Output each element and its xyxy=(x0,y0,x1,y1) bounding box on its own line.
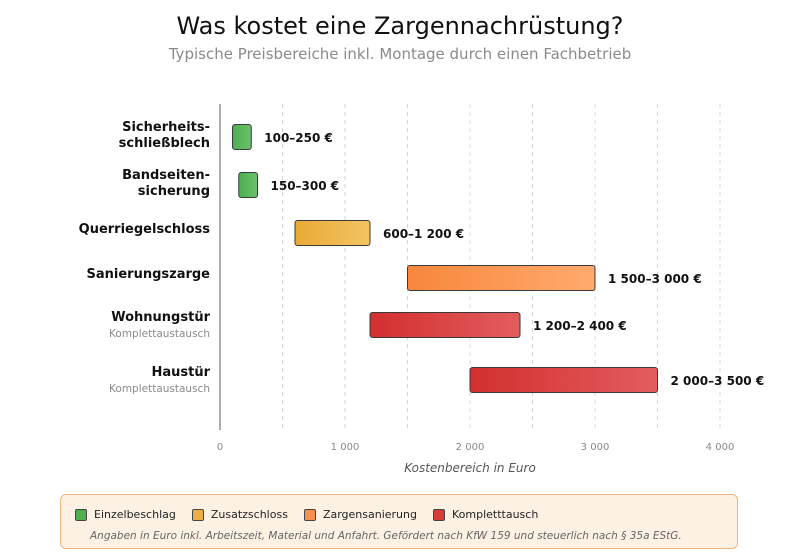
category-label: Sanierungszarge xyxy=(87,267,211,282)
legend-label-einzelbeschlag: Einzelbeschlag xyxy=(94,508,176,521)
bar-value-label: 600–1 200 € xyxy=(383,227,464,241)
range-bar xyxy=(294,220,371,246)
legend-swatch-kompletttausch xyxy=(432,508,445,521)
category-label: schließblech xyxy=(119,136,210,151)
range-bar xyxy=(369,312,521,338)
range-bar xyxy=(232,124,252,150)
x-tick-label: 4 000 xyxy=(706,442,735,453)
category-label: Haustür xyxy=(151,365,210,380)
legend-note: Angaben in Euro inkl. Arbeitszeit, Mater… xyxy=(90,530,682,542)
bar-value-label: 1 200–2 400 € xyxy=(533,319,627,333)
x-tick-label: 2 000 xyxy=(456,442,485,453)
legend-label-kompletttausch: Kompletttausch xyxy=(451,508,539,521)
x-tick-label: 0 xyxy=(217,442,223,453)
bar-value-label: 100–250 € xyxy=(264,131,333,145)
legend-item-einzelbeschlag: Einzelbeschlag xyxy=(75,508,176,521)
bar-value-label: 150–300 € xyxy=(271,179,340,193)
range-bar xyxy=(238,172,258,198)
legend-box: Einzelbeschlag Zusatzschloss Zargensanie… xyxy=(60,494,738,549)
chart-subtitle: Typische Preisbereiche inkl. Montage dur… xyxy=(168,45,632,63)
legend-label-zargensanierung: Zargensanierung xyxy=(322,508,417,521)
range-bar-chart: 0 1 000 2 000 3 000 4 000 Kostenbereich in Eu… xyxy=(79,104,765,475)
x-tick-label: 3 000 xyxy=(581,442,610,453)
legend-label-zusatzschloss: Zusatzschloss xyxy=(210,508,288,521)
legend-swatch-einzelbeschlag xyxy=(75,508,87,521)
legend-swatch-zargensanierung xyxy=(303,508,316,521)
category-label: Sicherheits- xyxy=(122,120,210,135)
legend-item-kompletttausch: Kompletttausch xyxy=(432,508,539,521)
range-bar xyxy=(469,367,658,393)
x-tick-label: 1 000 xyxy=(331,442,360,453)
category-sublabel: Komplettaustausch xyxy=(109,328,210,340)
legend-row: Einzelbeschlag Zusatzschloss Zargensanie… xyxy=(75,508,554,521)
legend-item-zargensanierung: Zargensanierung xyxy=(303,508,417,521)
legend-swatch-zusatzschloss xyxy=(191,508,204,521)
chart-title: Was kostet eine Zargennachrüstung? xyxy=(176,12,624,40)
category-label: Wohnungstür xyxy=(111,310,210,325)
legend-item-zusatzschloss: Zusatzschloss xyxy=(191,508,288,521)
category-sublabel: Komplettaustausch xyxy=(109,383,210,395)
category-label: Querriegelschloss xyxy=(79,222,211,237)
category-label: sicherung xyxy=(138,184,210,199)
bar-value-label: 1 500–3 000 € xyxy=(608,272,702,286)
range-bar xyxy=(407,265,596,291)
x-axis-label: Kostenbereich in Euro xyxy=(404,461,536,475)
category-label: Bandseiten- xyxy=(122,168,210,183)
bar-value-label: 2 000–3 500 € xyxy=(671,374,765,388)
